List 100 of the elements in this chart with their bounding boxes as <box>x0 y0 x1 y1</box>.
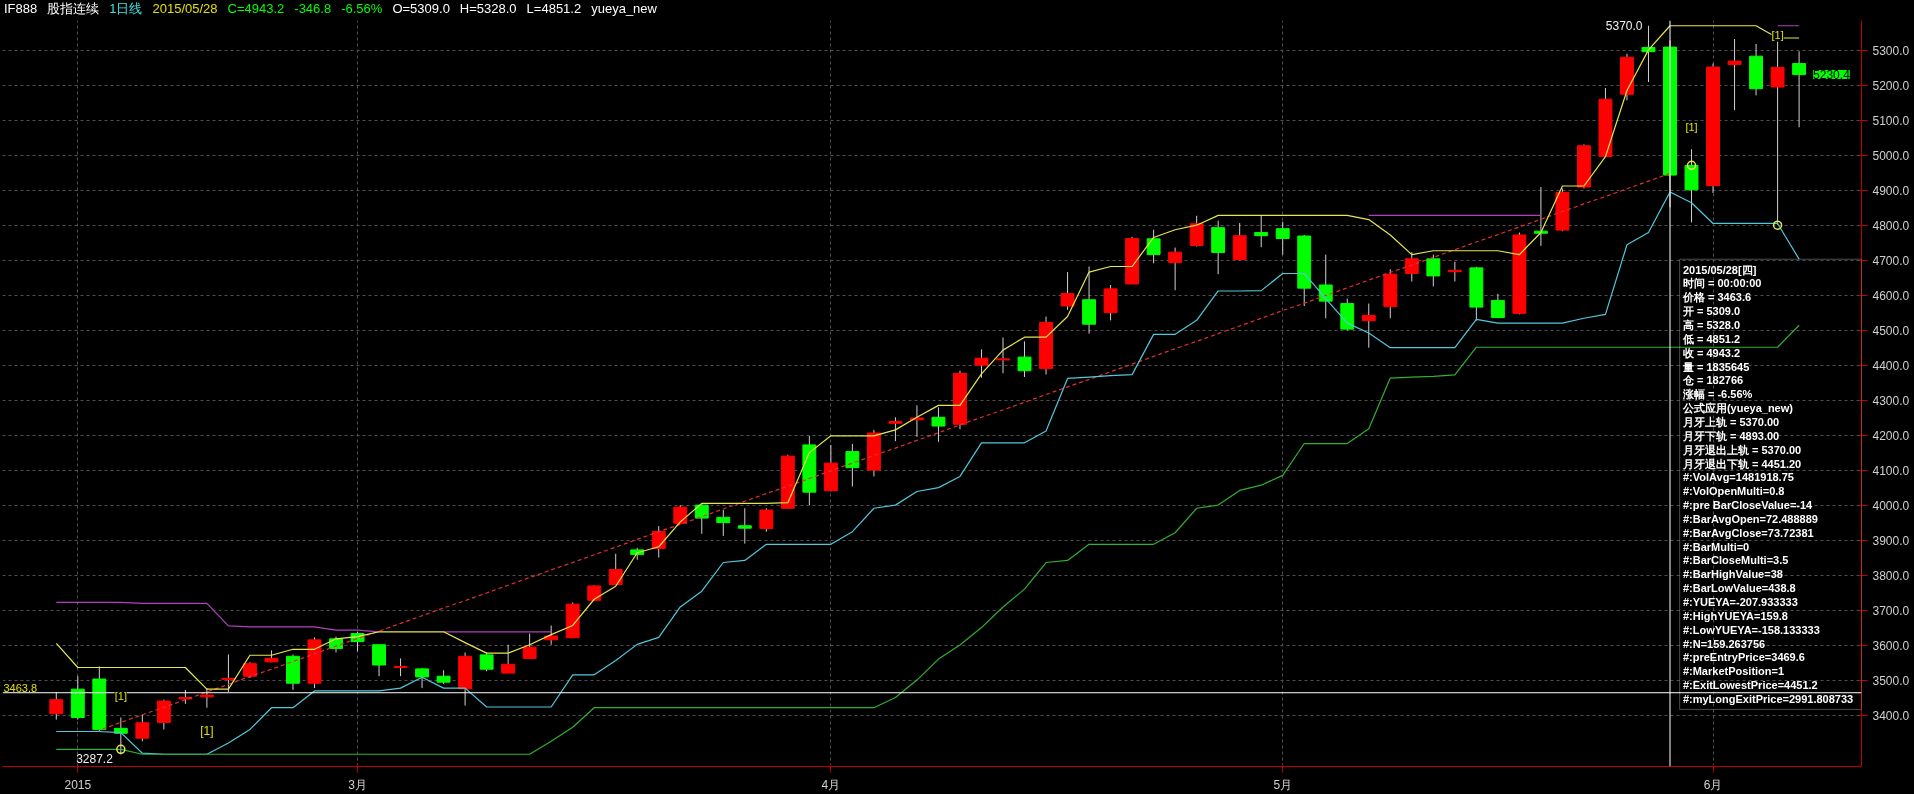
annotation: 涨幅 = -6.56% <box>1681 388 1753 401</box>
candlestick <box>608 553 623 586</box>
candlestick <box>759 507 774 533</box>
y-tick-label: 3900.0 <box>1872 533 1910 548</box>
candlestick <box>1146 229 1161 264</box>
candlestick <box>1232 222 1247 261</box>
y-tick-label: 4700.0 <box>1872 253 1910 268</box>
annotation: 量 = 1835645 <box>1681 360 1750 373</box>
annotation: 5370.0 <box>1605 19 1643 34</box>
candlestick <box>1060 271 1075 311</box>
candlestick <box>199 687 214 709</box>
candlestick <box>1017 340 1032 378</box>
y-tick-label: 4500.0 <box>1872 323 1910 338</box>
y-tick-label: 3600.0 <box>1872 638 1910 653</box>
annotation: [1] <box>200 723 214 738</box>
candlestick <box>372 644 386 677</box>
text: yueya_new <box>591 1 657 16</box>
annotation: 2015/05/28[四] <box>1682 263 1757 276</box>
y-tick-label: 3400.0 <box>1872 708 1910 723</box>
x-tick-label: 6月 <box>1703 777 1723 792</box>
y-tick-label: 3500.0 <box>1872 673 1910 688</box>
annotation: #:MarketPosition=1 <box>1682 665 1785 678</box>
annotation: #:BarHighValue=38 <box>1682 568 1783 581</box>
candlestick <box>1426 254 1441 287</box>
chart-subtitle: 股指连续 <box>47 1 100 16</box>
y-tick-label: 5300.0 <box>1872 43 1910 58</box>
candlestick <box>845 443 860 488</box>
candlestick <box>156 699 171 730</box>
annotation: #:N=159.263756 <box>1682 637 1766 650</box>
text: 1日线 <box>109 1 143 16</box>
candlestick <box>1727 38 1742 111</box>
y-tick-label: 4800.0 <box>1872 218 1910 233</box>
y-tick-label: 4000.0 <box>1872 498 1910 513</box>
text: H=5328.0 <box>459 1 517 16</box>
annotation: #:HighYUEYA=159.8 <box>1682 609 1788 622</box>
annotation: 低 = 4851.2 <box>1681 332 1741 345</box>
candlestick <box>221 654 236 693</box>
annotation: #:pre BarCloseValue=-14 <box>1682 499 1814 512</box>
annotation: 高 = 5328.0 <box>1682 319 1741 332</box>
candlestick <box>1533 186 1548 247</box>
annotation: 开 = 5309.0 <box>1681 305 1741 318</box>
y-tick-label: 3700.0 <box>1872 603 1910 618</box>
y-tick-label: 4900.0 <box>1872 183 1910 198</box>
y-tick-label: 5200.0 <box>1872 78 1910 93</box>
annotation: 月牙下轨 = 4893.00 <box>1681 429 1780 442</box>
y-tick-label: 4600.0 <box>1872 288 1910 303</box>
chart-title: IF888 <box>4 1 38 16</box>
candlestick <box>1275 221 1290 256</box>
annotation: #:ExitLowestPrice=4451.2 <box>1682 679 1818 692</box>
y-tick-label: 3800.0 <box>1872 568 1910 583</box>
y-tick-label: 4100.0 <box>1872 463 1910 478</box>
x-tick-label: 2015 <box>64 777 92 792</box>
point <box>1686 160 1697 171</box>
candlestick <box>737 507 752 545</box>
annotation: #:preEntryPrice=3469.6 <box>1682 651 1805 664</box>
annotation: #:BarMulti=0 <box>1682 540 1750 553</box>
text: C=4943.2 <box>227 1 285 16</box>
candlestick <box>522 633 537 660</box>
annotation: #:VolAvg=1481918.75 <box>1682 471 1794 484</box>
candlestick <box>49 691 64 721</box>
text: 2015/05/28 <box>152 1 218 16</box>
ref-line-label: 3463.8 <box>3 681 38 694</box>
point <box>1772 220 1783 230</box>
annotation: #:BarCloseMulti=3.5 <box>1682 554 1789 567</box>
y-tick-label: 4400.0 <box>1872 358 1910 373</box>
annotation: 3287.2 <box>76 752 114 767</box>
annotation: #:myLongExitPrice=2991.808733 <box>1682 693 1854 705</box>
x-tick-label: 3月 <box>348 777 367 792</box>
candlestick <box>1404 251 1419 283</box>
candlestick <box>888 416 903 442</box>
annotation: 仓 = 182766 <box>1681 374 1744 387</box>
annotation: 时间 = 00:00:00 <box>1682 277 1762 290</box>
point <box>116 744 126 755</box>
candlestick <box>974 348 989 379</box>
candlestick <box>694 502 709 535</box>
text: 5230.4 <box>1813 68 1851 83</box>
annotation: 收 = 4943.2 <box>1682 346 1741 359</box>
annotation: 公式应用(yueya_new) <box>1681 402 1794 415</box>
candlestick <box>544 624 559 646</box>
annotation: #:YUEYA=-207.933333 <box>1682 596 1798 609</box>
annotation: [1] <box>114 689 127 702</box>
candlestick <box>1490 293 1505 319</box>
candlestick <box>716 509 731 537</box>
text: L=4851.2 <box>526 1 582 16</box>
candlestick <box>931 407 946 443</box>
candlestick <box>135 714 150 742</box>
annotation: 价格 = 3463.6 <box>1681 291 1752 304</box>
candlestick <box>1254 214 1269 248</box>
y-tick-label: 4200.0 <box>1872 428 1910 443</box>
candlestick <box>113 717 128 756</box>
annotation: #:BarLowValue=438.8 <box>1682 582 1796 595</box>
annotation: #:BarAvgOpen=72.488889 <box>1682 512 1818 525</box>
text: -346.8 <box>294 1 332 16</box>
text: O=5309.0 <box>392 1 450 16</box>
candlestick <box>996 337 1010 374</box>
annotation: 月牙上轨 = 5370.00 <box>1681 415 1780 428</box>
candlestick <box>1792 50 1807 128</box>
text: -6.56% <box>341 1 383 16</box>
x-tick-label: 4月 <box>821 777 841 792</box>
candlestick <box>415 667 430 689</box>
